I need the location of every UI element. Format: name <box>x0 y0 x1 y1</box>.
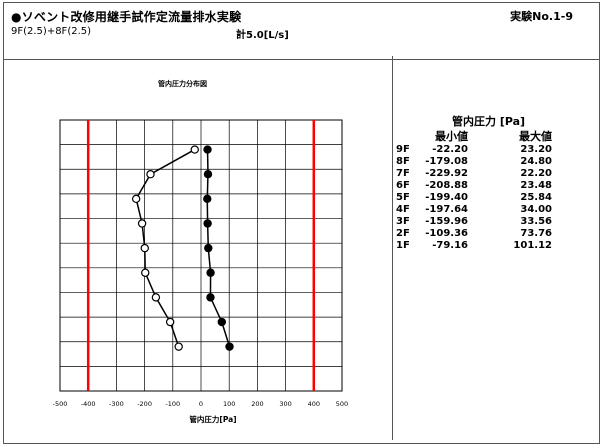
min-cell: -179.08 <box>425 156 468 167</box>
report-header: ●ソベント改修用継手試作定流量排水実験 9F(2.5)+8F(2.5) 計5.0… <box>4 3 599 60</box>
table-row: 8F -179.08 24.80 <box>396 156 552 168</box>
floor-header <box>396 130 422 144</box>
min-pressure-point <box>190 145 199 154</box>
table-row: 5F -199.40 25.84 <box>396 192 552 204</box>
max-pressure-point <box>225 342 234 351</box>
min-header: 最小値 <box>435 130 468 143</box>
min-pressure-point <box>174 342 183 351</box>
panel-divider <box>392 56 393 440</box>
min-cell: -229.92 <box>425 168 468 179</box>
x-tick-label: 0 <box>199 400 203 408</box>
max-cell: 22.20 <box>520 168 552 179</box>
min-pressure-point <box>140 243 149 253</box>
x-tick-label: 100 <box>223 400 235 408</box>
table-row: 4F -197.64 34.00 <box>396 204 552 216</box>
max-cell: 101.12 <box>513 240 552 251</box>
max-pressure-point <box>203 194 212 204</box>
min-cell: -22.20 <box>432 144 468 155</box>
floor-cell: 5F <box>396 192 410 203</box>
table-title: 管内圧力 [Pa] <box>452 115 526 128</box>
max-pressure-point <box>203 219 212 228</box>
x-tick-label: 500 <box>336 400 348 408</box>
floor-cell: 6F <box>396 180 410 191</box>
max-cell: 24.80 <box>520 156 552 167</box>
experiment-number: 実験No.1-9 <box>510 10 573 23</box>
min-cell: -199.40 <box>425 192 468 203</box>
min-pressure-point <box>165 317 175 327</box>
min-pressure-point <box>151 293 161 302</box>
table-row: 3F -159.96 33.56 <box>396 216 552 228</box>
min-cell: -208.88 <box>425 180 468 191</box>
table-row: 1F -79.16 101.12 <box>396 240 552 252</box>
floor-cell: 7F <box>396 168 410 179</box>
max-pressure-point <box>204 243 213 253</box>
x-tick-label: -100 <box>165 400 180 408</box>
min-cell: -79.16 <box>432 240 468 251</box>
max-pressure-point <box>203 145 212 154</box>
floor-cell: 3F <box>396 216 410 227</box>
x-tick-label: -400 <box>81 400 96 408</box>
max-cell: 33.56 <box>520 216 552 227</box>
min-cell: -159.96 <box>425 216 468 227</box>
pressure-table: 最小値 最大値 9F -22.20 23.20 8F -179.08 24.80 7F -22… <box>396 130 552 252</box>
max-pressure-point <box>203 169 213 179</box>
table-row: 9F -22.20 23.20 <box>396 144 552 156</box>
x-tick-label: -500 <box>53 400 68 408</box>
plot-frame <box>59 119 343 392</box>
max-pressure-point <box>206 293 215 302</box>
floor-cell: 8F <box>396 156 410 167</box>
max-pressure-point <box>206 268 215 277</box>
table-row: 7F -229.92 22.20 <box>396 168 552 180</box>
max-cell: 73.76 <box>520 228 552 239</box>
total-flow: 計5.0[L/s] <box>236 30 289 41</box>
floor-cell: 1F <box>396 240 410 251</box>
floor-cell: 9F <box>396 144 410 155</box>
report-sheet: ●ソベント改修用継手試作定流量排水実験 9F(2.5)+8F(2.5) 計5.0… <box>3 2 600 444</box>
max-cell: 23.20 <box>520 144 552 155</box>
experiment-title: ●ソベント改修用継手試作定流量排水実験 <box>11 10 242 24</box>
x-axis-label: 管内圧力[Pa] <box>189 414 236 424</box>
x-tick-label: 300 <box>279 400 291 408</box>
table-row: 2F -109.36 73.76 <box>396 228 552 240</box>
table-row: 6F -208.88 23.48 <box>396 180 552 192</box>
x-tick-label: -200 <box>137 400 152 408</box>
flow-conditions: 9F(2.5)+8F(2.5) <box>11 26 92 37</box>
max-cell: 34.00 <box>520 204 552 215</box>
max-cell: 23.48 <box>520 180 552 191</box>
min-pressure-point <box>137 219 147 228</box>
min-pressure-point <box>131 194 141 204</box>
x-tick-label: -300 <box>109 400 124 408</box>
max-pressure-point <box>217 317 227 327</box>
table-header-row: 最小値 最大値 <box>396 130 552 144</box>
x-tick-label: 400 <box>308 400 320 408</box>
chart-title: 管内圧力分布図 <box>158 80 207 88</box>
max-cell: 25.84 <box>520 192 552 203</box>
min-cell: -109.36 <box>425 228 468 239</box>
max-header: 最大値 <box>519 130 552 143</box>
min-cell: -197.64 <box>425 204 468 215</box>
floor-cell: 2F <box>396 228 410 239</box>
x-tick-label: 200 <box>251 400 263 408</box>
min-pressure-point <box>141 268 150 277</box>
floor-cell: 4F <box>396 204 410 215</box>
min-pressure-point <box>146 169 155 179</box>
